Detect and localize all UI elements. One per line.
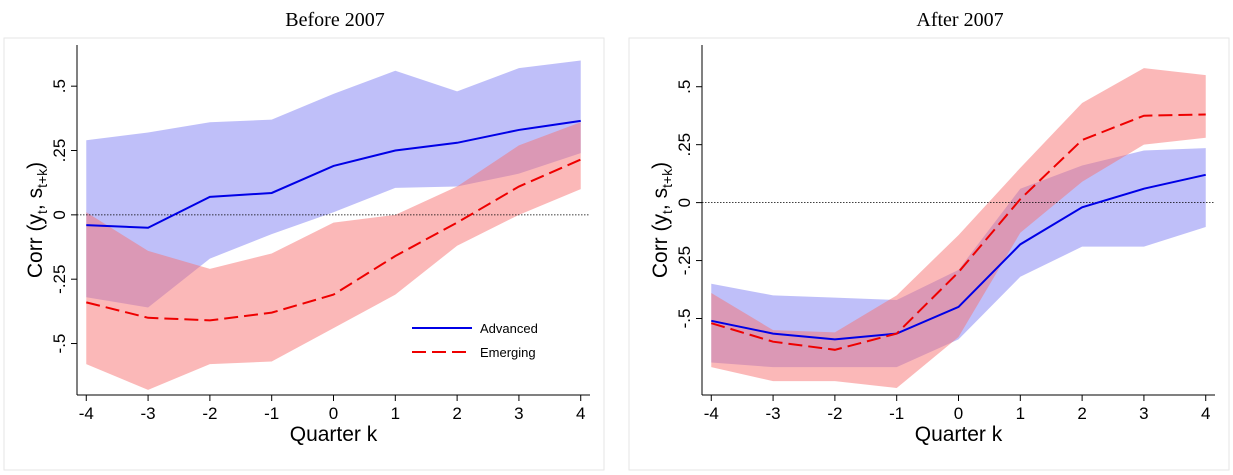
y-axis-label-part: , s xyxy=(649,188,672,210)
confidence-band xyxy=(711,148,1206,368)
y-tick-label: 0 xyxy=(675,198,694,207)
confidence-band xyxy=(86,122,581,390)
x-tick-label: 1 xyxy=(391,404,400,423)
x-tick-label: 0 xyxy=(329,404,338,423)
y-axis-label: Corr (yt, st+k) xyxy=(649,162,675,278)
x-tick-label: 4 xyxy=(576,404,585,423)
y-axis-label-part: Corr (y xyxy=(24,213,47,278)
y-axis-label-part: t xyxy=(34,210,50,214)
chart-title: After 2007 xyxy=(916,9,1003,31)
chart-title: Before 2007 xyxy=(285,9,384,31)
y-axis-label-part: t+k xyxy=(34,168,50,188)
y-tick-label: .25 xyxy=(675,133,694,157)
x-tick-label: -2 xyxy=(202,404,217,423)
y-axis-label-part: t+k xyxy=(659,168,675,188)
legend-label: Advanced xyxy=(480,321,538,336)
x-axis-label: Quarter k xyxy=(915,423,1003,446)
x-tick-label: -2 xyxy=(827,404,842,423)
y-tick-label: .5 xyxy=(675,80,694,94)
x-tick-label: -3 xyxy=(141,404,156,423)
series-line xyxy=(86,119,581,229)
x-tick-label: 2 xyxy=(1077,404,1086,423)
y-tick-label: .5 xyxy=(50,79,69,93)
x-tick-label: 3 xyxy=(1139,404,1148,423)
x-tick-label: -4 xyxy=(79,404,94,423)
panel-frame xyxy=(628,37,1230,471)
y-axis-label-part: ) xyxy=(24,162,47,169)
x-tick-label: 4 xyxy=(1201,404,1210,423)
y-tick-label: -.5 xyxy=(675,309,694,329)
y-axis-label-part: , s xyxy=(24,188,47,210)
y-tick-label: -.5 xyxy=(50,334,69,354)
x-tick-label: 3 xyxy=(514,404,523,423)
x-tick-label: 0 xyxy=(954,404,963,423)
x-tick-label: -1 xyxy=(264,404,279,423)
y-tick-label: 0 xyxy=(50,210,69,219)
x-axis-label: Quarter k xyxy=(290,423,378,446)
y-tick-label: -.25 xyxy=(675,246,694,275)
y-axis-label-part: Corr (y xyxy=(649,213,672,278)
y-axis-label: Corr (yt, st+k) xyxy=(24,162,50,278)
y-tick-label: -.25 xyxy=(50,265,69,294)
series-line xyxy=(711,173,1206,341)
x-tick-label: -4 xyxy=(704,404,719,423)
x-tick-label: -3 xyxy=(766,404,781,423)
x-tick-label: 2 xyxy=(452,404,461,423)
x-tick-label: 1 xyxy=(1016,404,1025,423)
x-tick-label: -1 xyxy=(889,404,904,423)
panel-frame xyxy=(3,37,605,471)
series-line xyxy=(86,158,582,322)
y-axis-label-part: t xyxy=(659,210,675,214)
y-axis-label-part: ) xyxy=(649,162,672,169)
series-line xyxy=(710,113,1206,351)
confidence-band xyxy=(86,60,581,308)
y-tick-label: .25 xyxy=(50,139,69,163)
confidence-band xyxy=(711,68,1206,389)
legend-label: Emerging xyxy=(480,345,536,360)
